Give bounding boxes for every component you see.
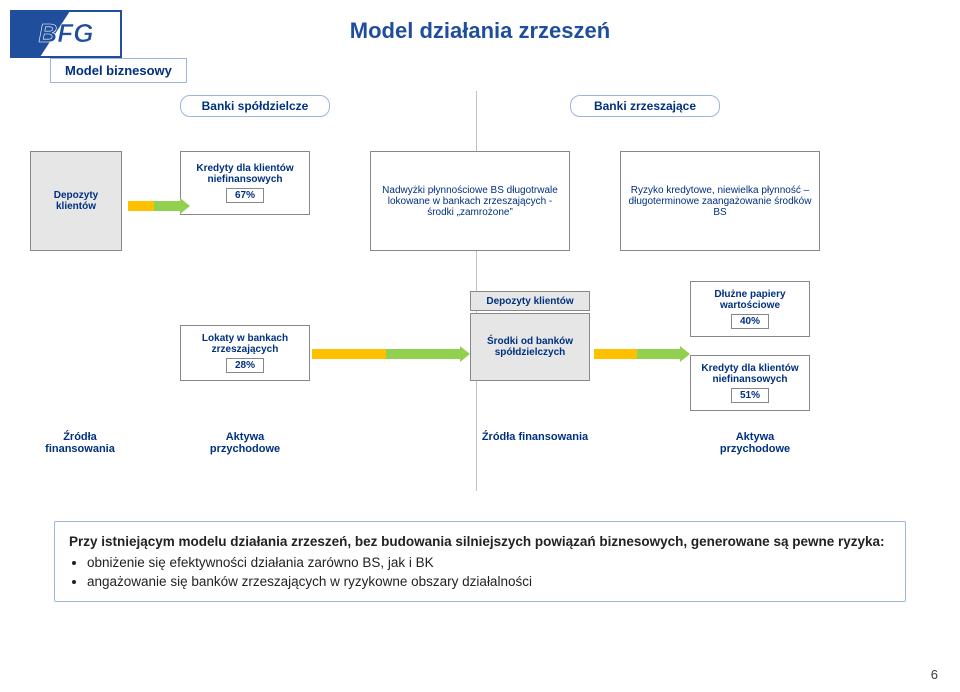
connector-srodki-to-dluzne xyxy=(594,349,680,359)
label-zrodla-right: Źródła finansowania xyxy=(480,431,590,443)
label-kredyty-nf-right: Kredyty dla klientów niefinansowych xyxy=(695,363,805,385)
box-ryzyko: Ryzyko kredytowe, niewielka płynność – d… xyxy=(620,151,820,251)
bfg-logo: BFG xyxy=(10,10,122,63)
pill-banki-zrzeszajace: Banki zrzeszające xyxy=(570,95,720,117)
label-lokaty-left: Lokaty w bankach zrzeszających xyxy=(185,333,305,355)
risk-bullet-2: angażowanie się banków zrzeszających w r… xyxy=(87,574,891,589)
box-lokaty-left: Lokaty w bankach zrzeszających 28% xyxy=(180,325,310,381)
svg-text:BFG: BFG xyxy=(39,18,94,48)
risks-box: Przy istniejącym modelu działania zrzesz… xyxy=(54,521,906,602)
label-aktywa-right: Aktywa przychodowe xyxy=(700,431,810,455)
label-kredyty-nf-left: Kredyty dla klientów niefinansowych xyxy=(185,163,305,185)
box-depozyty-right: Depozyty klientów xyxy=(470,291,590,311)
box-srodki-right: Środki od banków spółdzielczych xyxy=(470,313,590,381)
box-kredyty-nf-left: Kredyty dla klientów niefinansowych 67% xyxy=(180,151,310,215)
label-aktywa-left: Aktywa przychodowe xyxy=(190,431,300,455)
pct-kredyty-nf-right: 51% xyxy=(731,388,769,403)
pct-dluzne-right: 40% xyxy=(731,314,769,329)
box-depozyty-left: Depozyty klientów xyxy=(30,151,122,251)
label-srodki-right: Środki od banków spółdzielczych xyxy=(475,336,585,358)
page-title: Model działania zrzeszeń xyxy=(30,18,930,44)
label-depozyty-left: Depozyty klientów xyxy=(35,190,117,212)
pill-banki-spoldzielcze: Banki spółdzielcze xyxy=(180,95,330,117)
connector-lokaty-to-srodki xyxy=(312,349,460,359)
risk-bullet-1: obniżenie się efektywności działania zar… xyxy=(87,555,891,570)
label-depozyty-right: Depozyty klientów xyxy=(486,296,573,307)
pct-lokaty-left: 28% xyxy=(226,358,264,373)
box-nadwyzki: Nadwyżki płynnościowe BS długotrwale lok… xyxy=(370,151,570,251)
diagram-area: Banki spółdzielcze Banki zrzeszające Dep… xyxy=(30,91,930,511)
risks-intro: Przy istniejącym modelu działania zrzesz… xyxy=(69,534,891,549)
box-dluzne-right: Dłużne papiery wartościowe 40% xyxy=(690,281,810,337)
connector-top xyxy=(128,201,180,211)
label-ryzyko: Ryzyko kredytowe, niewielka płynność – d… xyxy=(625,185,815,218)
page-number: 6 xyxy=(931,667,938,682)
pct-kredyty-nf-left: 67% xyxy=(226,188,264,203)
label-dluzne-right: Dłużne papiery wartościowe xyxy=(695,289,805,311)
label-nadwyzki: Nadwyżki płynnościowe BS długotrwale lok… xyxy=(375,185,565,218)
box-kredyty-nf-right: Kredyty dla klientów niefinansowych 51% xyxy=(690,355,810,411)
label-zrodla-left: Źródła finansowania xyxy=(30,431,130,455)
